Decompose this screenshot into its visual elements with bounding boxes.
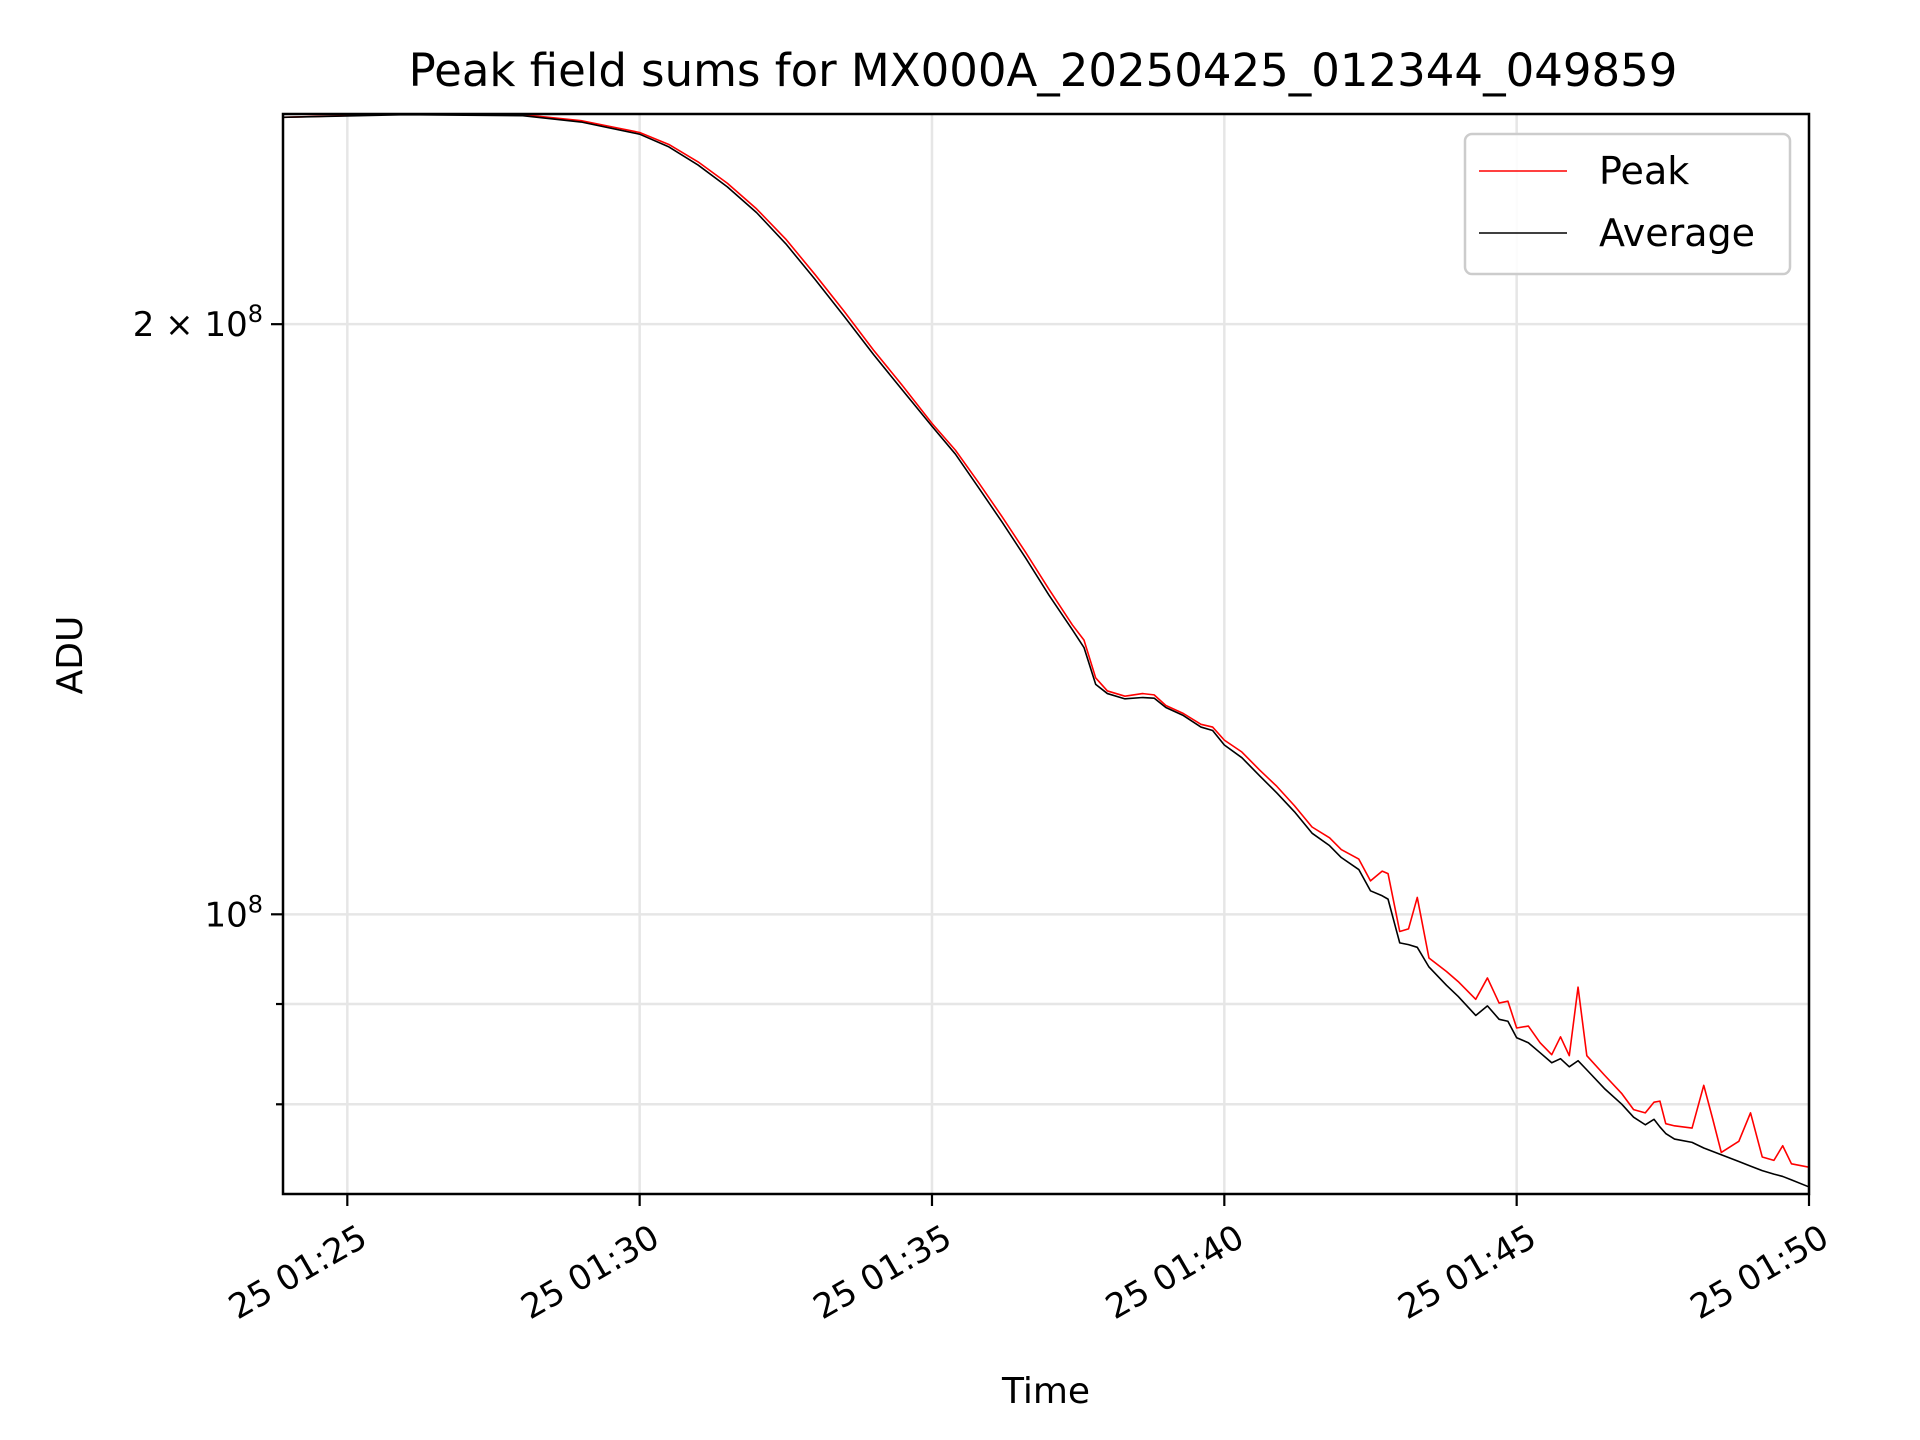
series-line-peak: [283, 114, 1809, 1169]
chart-title: Peak field sums for MX000A_20250425_0123…: [409, 44, 1678, 97]
x-axis-label: Time: [1001, 1371, 1090, 1412]
legend-average-label: Average: [1599, 211, 1755, 255]
y-tick-label: 2 × 108: [133, 300, 263, 345]
series-line-average: [283, 114, 1809, 1188]
series-layer: [283, 114, 1809, 1188]
legend: Peak Average: [1463, 132, 1792, 276]
y-axis-label: ADU: [50, 616, 91, 695]
plot-frame: [281, 112, 1811, 1196]
y-tick-label: 108: [204, 890, 263, 935]
legend-box: [1463, 132, 1792, 276]
legend-peak-label: Peak: [1599, 149, 1689, 193]
